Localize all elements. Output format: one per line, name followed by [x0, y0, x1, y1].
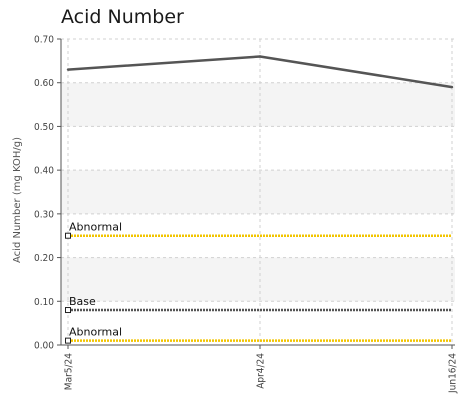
y-tick-label: 0.20 — [34, 253, 54, 264]
y-axis-label: Acid Number (mg KOH/g) — [12, 137, 23, 263]
reference-marker — [65, 307, 71, 314]
series-group — [66, 55, 454, 89]
reference-marker — [65, 232, 71, 239]
background-band — [61, 170, 455, 214]
grid-lines — [61, 38, 455, 345]
data-point — [450, 85, 454, 89]
x-tick-label: Apr4/24 — [256, 353, 267, 389]
background-band — [61, 257, 455, 302]
reference-label: Base — [69, 295, 96, 308]
y-tick-label: 0.40 — [34, 166, 54, 177]
x-tick-labels: Mar5/24 Apr4/24 Jun16/24 — [64, 353, 459, 394]
axes — [57, 38, 455, 349]
chart-title: Acid Number — [61, 6, 184, 28]
x-tick-label: Mar5/24 — [64, 353, 75, 390]
reference-label: Abnormal — [69, 221, 122, 234]
y-tick-label: 0.30 — [34, 209, 54, 220]
data-point — [258, 55, 262, 58]
data-point — [66, 68, 70, 71]
background-bands — [61, 82, 455, 302]
y-tick-label: 0.00 — [34, 341, 54, 352]
y-tick-label: 0.50 — [34, 122, 54, 133]
reference-lines: Abnormal Base Abnormal — [65, 221, 452, 344]
reference-label: Abnormal — [69, 326, 122, 339]
y-tick-label: 0.60 — [34, 78, 54, 89]
x-tick-label: Jun16/24 — [448, 353, 459, 394]
reference-marker — [65, 337, 71, 344]
y-tick-labels: 0.00 0.10 0.20 0.30 0.40 0.50 0.60 0.70 — [34, 35, 54, 352]
y-tick-label: 0.10 — [34, 297, 54, 308]
background-band — [61, 82, 455, 127]
y-tick-label: 0.70 — [34, 35, 54, 46]
